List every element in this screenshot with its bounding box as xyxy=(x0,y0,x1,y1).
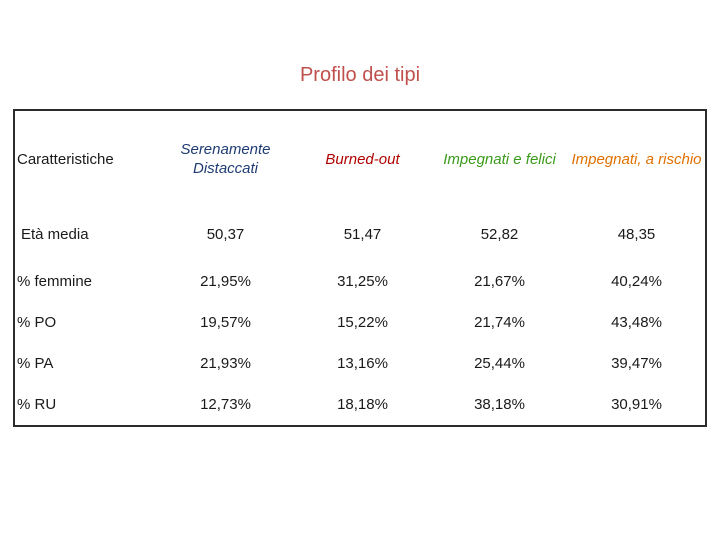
table-cell: 39,47% xyxy=(611,355,662,372)
table-cell: 15,22% xyxy=(337,314,388,331)
row-label: Età media xyxy=(21,225,89,243)
table-row: % PA 21,93% 13,16% 25,44% 39,47% xyxy=(15,343,705,384)
table-cell: 50,37 xyxy=(206,225,245,243)
row-label: % RU xyxy=(17,396,57,413)
row-label: % femmine xyxy=(17,273,93,290)
table-cell: 25,44% xyxy=(474,355,525,372)
header-serenamente-distaccati: Serenamente Distaccati xyxy=(157,111,294,207)
header-serenamente-line2: Distaccati xyxy=(192,160,259,177)
table-cell: 21,93% xyxy=(200,355,251,372)
table-cell: 30,91% xyxy=(611,396,662,413)
table-cell: 48,35 xyxy=(617,225,656,243)
table-cell: 52,82 xyxy=(480,225,519,243)
table-cell: 21,95% xyxy=(200,273,251,290)
table-row: Età media 50,37 51,47 52,82 48,35 xyxy=(15,207,705,261)
row-label: % PO xyxy=(17,314,57,331)
table-cell: 38,18% xyxy=(474,396,525,413)
profile-table-grid: Caratteristiche Serenamente Distaccati B… xyxy=(15,111,705,425)
slide-title: Profilo dei tipi xyxy=(299,64,421,86)
table-cell: 43,48% xyxy=(611,314,662,331)
table-header-row: Caratteristiche Serenamente Distaccati B… xyxy=(15,111,705,207)
header-characteristics: Caratteristiche xyxy=(17,150,114,168)
profile-table: Caratteristiche Serenamente Distaccati B… xyxy=(13,109,707,427)
table-cell: 12,73% xyxy=(200,396,251,413)
table-cell: 40,24% xyxy=(611,273,662,290)
table-row: % femmine 21,95% 31,25% 21,67% 40,24% xyxy=(15,261,705,302)
table-cell: 18,18% xyxy=(337,396,388,413)
table-cell: 13,16% xyxy=(337,355,388,372)
table-row: % PO 19,57% 15,22% 21,74% 43,48% xyxy=(15,302,705,343)
header-burned-out: Burned-out xyxy=(325,150,400,168)
table-cell: 31,25% xyxy=(337,273,388,290)
header-serenamente-line1: Serenamente xyxy=(180,141,271,158)
row-label: % PA xyxy=(17,355,54,372)
table-row: % RU 12,73% 18,18% 38,18% 30,91% xyxy=(15,384,705,425)
header-impegnati-felici: Impegnati e felici xyxy=(443,150,556,168)
table-cell: 19,57% xyxy=(200,314,251,331)
table-cell: 51,47 xyxy=(343,225,382,243)
table-cell: 21,67% xyxy=(474,273,525,290)
table-cell: 21,74% xyxy=(474,314,525,331)
header-impegnati-rischio: Impegnati, a rischio xyxy=(571,150,702,168)
